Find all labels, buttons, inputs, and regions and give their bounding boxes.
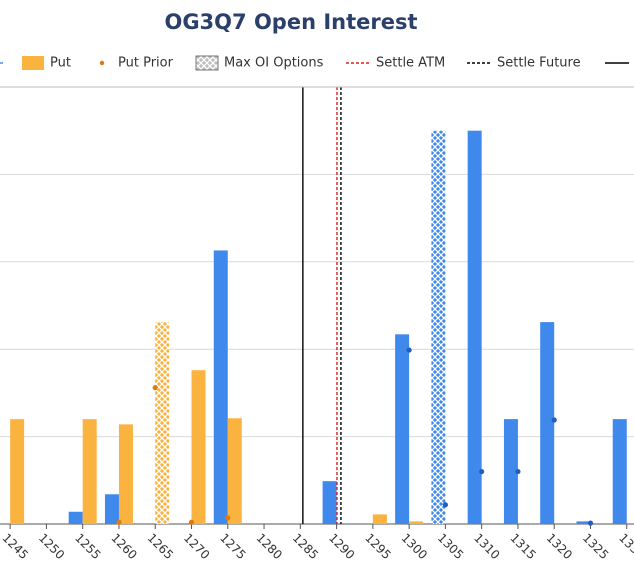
x-tick-label: 1295 xyxy=(362,531,393,562)
bar xyxy=(395,334,410,524)
legend-label: Put xyxy=(50,56,71,71)
legend-label: Max OI Options xyxy=(224,56,324,71)
bar xyxy=(503,419,518,524)
x-tick-label: 1270 xyxy=(181,531,212,562)
legend-swatch xyxy=(195,55,219,71)
dot xyxy=(479,468,485,475)
bar xyxy=(227,418,242,524)
bar xyxy=(467,130,482,524)
x-tick-label: 1250 xyxy=(36,531,67,562)
bar xyxy=(540,322,555,524)
legend-label: Put Prior xyxy=(118,56,174,71)
x-tick-label: 1280 xyxy=(253,531,284,562)
dot xyxy=(442,502,448,508)
legend-label: Settle Future xyxy=(497,56,581,71)
legend-swatch xyxy=(22,56,44,70)
bar xyxy=(118,424,133,524)
dot xyxy=(116,519,122,525)
bar xyxy=(82,419,97,524)
x-tick-label: 1325 xyxy=(580,531,611,562)
legend-label: Settle ATM xyxy=(376,56,445,71)
x-tick-label: 1305 xyxy=(435,531,466,562)
x-tick-label: 1285 xyxy=(290,531,321,562)
x-tick-label: 1265 xyxy=(145,531,176,562)
bar xyxy=(372,514,387,524)
x-tick-label: 1330 xyxy=(616,531,634,562)
chart-title: OG3Q7 Open Interest xyxy=(164,10,417,34)
dot xyxy=(225,515,231,521)
bar xyxy=(576,521,591,524)
dot xyxy=(551,417,557,423)
bar xyxy=(213,250,228,525)
legend-swatch xyxy=(99,60,105,66)
bar xyxy=(104,494,119,524)
bar xyxy=(322,481,337,524)
x-tick-label: 1245 xyxy=(0,531,31,562)
bar xyxy=(191,370,206,524)
bar xyxy=(409,521,424,524)
x-tick-label: 1255 xyxy=(72,531,103,562)
dot xyxy=(152,385,158,391)
x-tick-label: 1260 xyxy=(108,531,139,562)
bar xyxy=(10,419,25,524)
bar xyxy=(431,130,446,524)
dot xyxy=(587,520,594,526)
dot xyxy=(406,347,412,353)
bar xyxy=(155,322,170,524)
x-tick-label: 1290 xyxy=(326,531,357,562)
x-tick-label: 1310 xyxy=(471,531,502,562)
dot xyxy=(188,519,195,525)
x-tick-label: 1315 xyxy=(507,531,538,562)
x-tick-label: 1300 xyxy=(399,531,430,562)
dot xyxy=(515,468,521,475)
x-tick-label: 1275 xyxy=(217,531,248,562)
bar xyxy=(612,419,627,524)
x-tick-label: 1320 xyxy=(544,531,575,562)
bar xyxy=(68,511,83,524)
